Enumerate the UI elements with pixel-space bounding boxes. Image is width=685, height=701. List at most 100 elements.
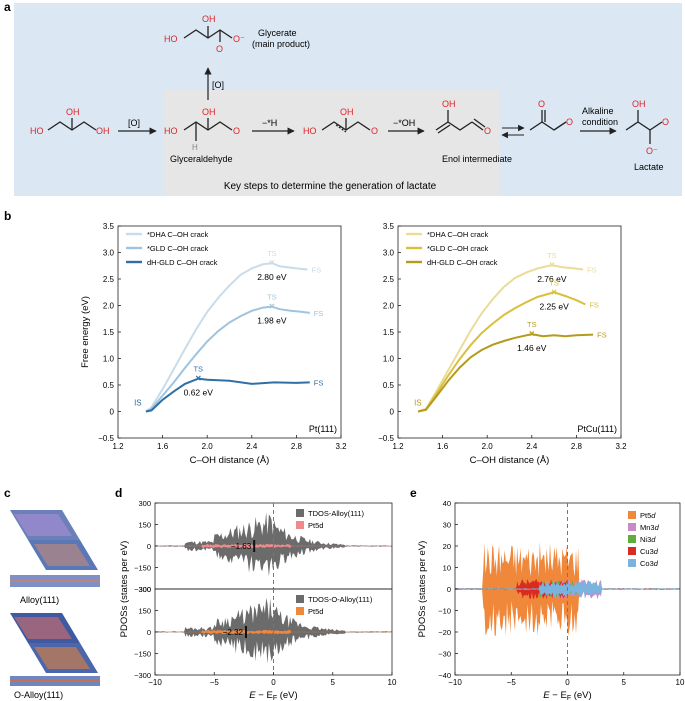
- glycerate-ho: HO: [164, 34, 178, 44]
- y-tick-label: 150: [138, 521, 151, 530]
- legend-swatch: [296, 595, 304, 603]
- y-tick-label: −300: [134, 585, 151, 594]
- y-tick-label: 0: [147, 542, 151, 551]
- x-axis-label: E − EF (eV): [249, 690, 297, 701]
- gld-h: H: [192, 143, 198, 152]
- pdos-up-area: [455, 580, 680, 589]
- x-tick-label: −5: [507, 678, 517, 687]
- y-tick-label: 300: [138, 585, 151, 594]
- legend-label: *GLD C–OH crack: [147, 244, 209, 253]
- fs-label: FS: [587, 265, 597, 274]
- methylglyoxal-molecule: [529, 110, 567, 131]
- legend-label: Pt5d: [640, 511, 656, 520]
- y-tick-label: 0: [147, 628, 151, 637]
- x-tick-label: −10: [448, 678, 462, 687]
- ts-label: TS: [547, 251, 557, 260]
- legend-label: *DHA C–OH crack: [427, 230, 489, 239]
- label-lactate: Lactate: [634, 162, 664, 172]
- panel-c: c Alloy(111) O-Alloy(111): [4, 486, 100, 700]
- y-tick-label: −0.5: [98, 434, 114, 443]
- x-tick-label: 2.8: [291, 442, 303, 451]
- series-line-2: [145, 377, 310, 413]
- enol-oh: OH: [442, 99, 456, 109]
- label-glycerate: Glycerate: [258, 28, 297, 38]
- enol-molecule: [435, 110, 486, 134]
- legend-label: dH-GLD C–OH crack: [427, 258, 498, 267]
- fs-label: FS: [314, 309, 324, 318]
- glycerol-ho: HO: [30, 126, 44, 136]
- y-tick-label: −150: [134, 650, 151, 659]
- panel-a: a HO OH OH [O] HO OH O H Glyceraldehyde …: [4, 0, 682, 196]
- barrier-label: 1.46 eV: [517, 343, 547, 353]
- glycerol-oh-right: OH: [96, 126, 110, 136]
- key-steps-caption: Key steps to determine the generation of…: [224, 181, 437, 192]
- y-tick-label: 3.5: [383, 222, 395, 231]
- series-line-0: [145, 262, 308, 413]
- y-tick-label: 1.0: [103, 355, 115, 364]
- x-axis-label: C–OH distance (Å): [190, 455, 270, 466]
- ts-marker: ×: [529, 329, 535, 340]
- panel-b-letter: b: [4, 209, 11, 223]
- glycerate-o-minus: O⁻: [233, 34, 245, 44]
- pdos-up-area: [455, 541, 680, 589]
- label-alkaline: Alkaline: [582, 106, 614, 116]
- legend-label: Mn3d: [640, 523, 660, 532]
- surface-label: PtCu(111): [577, 424, 617, 434]
- x-tick-label: 5: [331, 678, 336, 687]
- x-tick-label: 1.2: [112, 442, 124, 451]
- legend-swatch: [296, 521, 304, 529]
- y-tick-label: 30: [443, 521, 451, 530]
- glycerol-molecule: [47, 118, 97, 131]
- barrier-label: 1.98 eV: [257, 316, 287, 326]
- ts-label: TS: [267, 249, 277, 258]
- d-band-center-label: −2.32: [223, 628, 244, 637]
- label-oxidation-up: [O]: [212, 80, 224, 90]
- y-tick-label: −40: [438, 671, 451, 680]
- y-tick-label: 150: [138, 607, 151, 616]
- x-tick-label: 0: [565, 678, 570, 687]
- glycerate-molecule: [183, 26, 233, 42]
- legend-label: Ni3d: [640, 535, 656, 544]
- key-steps-box: [163, 90, 500, 196]
- glyceraldehyde-molecule: [183, 118, 233, 141]
- x-tick-label: −5: [210, 678, 220, 687]
- y-tick-label: 10: [443, 564, 451, 573]
- panel-b: b 1.2 1.6 2.0 2.4 2.8 3.2 −0.5 0 0.5 1.0 1.5 2.0 2.5…: [4, 209, 627, 466]
- y-axis-label: Free energy (eV): [80, 296, 91, 368]
- y-axis-label: PDOSs (states per eV): [417, 541, 428, 638]
- is-label: IS: [414, 399, 422, 408]
- int2-o: O: [371, 126, 378, 136]
- ts-marker: ×: [551, 287, 557, 298]
- y-tick-label: −20: [438, 628, 451, 637]
- panel-d-letter: d: [115, 486, 122, 500]
- int2-oh: OH: [340, 107, 354, 117]
- x-tick-label: 5: [622, 678, 627, 687]
- gld-oh: OH: [202, 107, 216, 117]
- y-tick-label: 0.5: [383, 381, 395, 390]
- pt5d-up-area: [155, 543, 392, 546]
- legend-label: Co3d: [640, 559, 659, 568]
- tdos-up-area: [155, 511, 392, 546]
- y-tick-label: −0.5: [378, 434, 394, 443]
- y-axis-label: PDOSs (states per eV): [119, 541, 130, 638]
- label-condition: condition: [582, 117, 618, 127]
- y-tick-label: 0: [110, 408, 115, 417]
- x-tick-label: 3.2: [335, 442, 347, 451]
- y-tick-label: 0: [390, 408, 395, 417]
- legend-swatch: [628, 547, 636, 555]
- lactate-molecule: [625, 110, 663, 144]
- series-lines: [417, 264, 594, 413]
- y-tick-label: 2.5: [383, 275, 395, 284]
- label-dehydroxylation: −*OH: [393, 118, 415, 128]
- gld-o: O: [233, 126, 240, 136]
- y-tick-label: 0: [447, 585, 451, 594]
- label-oxidation: [O]: [128, 118, 140, 128]
- ts-label: TS: [527, 320, 537, 329]
- barrier-label: 2.76 eV: [537, 274, 567, 284]
- fs-label: FS: [597, 331, 607, 340]
- glycerate-oh: OH: [202, 14, 216, 24]
- mgo-o-right: O: [566, 117, 573, 127]
- pdos-down-area: [455, 589, 680, 636]
